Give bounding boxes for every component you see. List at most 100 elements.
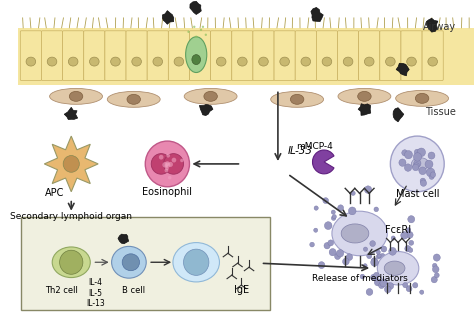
Circle shape: [363, 264, 367, 268]
Ellipse shape: [127, 94, 140, 104]
Circle shape: [335, 253, 340, 259]
Circle shape: [414, 149, 420, 155]
Ellipse shape: [110, 57, 120, 66]
Circle shape: [377, 253, 381, 258]
Ellipse shape: [90, 57, 99, 66]
Circle shape: [379, 283, 384, 289]
Circle shape: [374, 279, 382, 286]
Circle shape: [183, 249, 209, 275]
Circle shape: [376, 254, 381, 259]
Ellipse shape: [271, 91, 324, 107]
Circle shape: [60, 250, 83, 274]
Circle shape: [405, 246, 411, 252]
Text: Secondary lymphoid organ: Secondary lymphoid organ: [10, 212, 132, 221]
Ellipse shape: [341, 224, 369, 243]
Circle shape: [145, 141, 190, 187]
Text: B cell: B cell: [122, 286, 146, 295]
Ellipse shape: [107, 91, 160, 107]
Text: mMCP-4: mMCP-4: [296, 142, 333, 151]
Circle shape: [425, 160, 433, 168]
FancyBboxPatch shape: [168, 31, 190, 81]
Circle shape: [412, 283, 418, 288]
Circle shape: [346, 254, 353, 260]
Text: APC: APC: [45, 188, 64, 198]
Ellipse shape: [184, 88, 237, 104]
Ellipse shape: [343, 57, 353, 66]
Circle shape: [427, 168, 435, 177]
Circle shape: [370, 241, 375, 246]
Circle shape: [165, 167, 169, 170]
Circle shape: [151, 154, 171, 174]
FancyBboxPatch shape: [422, 31, 443, 81]
FancyBboxPatch shape: [210, 31, 232, 81]
Circle shape: [193, 26, 195, 28]
FancyBboxPatch shape: [401, 31, 422, 81]
Ellipse shape: [173, 243, 219, 282]
Ellipse shape: [332, 211, 387, 256]
Circle shape: [314, 228, 318, 232]
Ellipse shape: [204, 91, 218, 101]
FancyBboxPatch shape: [84, 31, 105, 81]
Polygon shape: [190, 1, 201, 15]
Ellipse shape: [385, 57, 395, 66]
Ellipse shape: [174, 57, 184, 66]
Circle shape: [337, 205, 344, 211]
Ellipse shape: [153, 57, 163, 66]
Ellipse shape: [428, 57, 438, 66]
FancyBboxPatch shape: [253, 31, 274, 81]
Polygon shape: [426, 18, 438, 32]
FancyBboxPatch shape: [20, 31, 41, 81]
Wedge shape: [312, 150, 334, 174]
Circle shape: [406, 286, 412, 292]
Circle shape: [165, 161, 170, 166]
Circle shape: [318, 262, 325, 269]
Circle shape: [387, 283, 393, 289]
Polygon shape: [118, 234, 128, 244]
Circle shape: [374, 272, 379, 278]
Circle shape: [434, 273, 439, 278]
Circle shape: [164, 164, 168, 168]
Circle shape: [364, 247, 367, 251]
Ellipse shape: [280, 57, 290, 66]
Ellipse shape: [358, 91, 371, 101]
FancyBboxPatch shape: [147, 31, 168, 81]
Circle shape: [406, 228, 411, 233]
Circle shape: [432, 266, 439, 273]
Ellipse shape: [322, 57, 332, 66]
Circle shape: [380, 279, 387, 287]
Circle shape: [165, 162, 170, 168]
Circle shape: [391, 136, 444, 192]
Circle shape: [419, 290, 424, 294]
Circle shape: [389, 247, 396, 255]
Circle shape: [374, 207, 379, 212]
Text: IgE: IgE: [234, 285, 249, 295]
Ellipse shape: [186, 37, 207, 72]
Circle shape: [310, 242, 314, 247]
FancyBboxPatch shape: [380, 31, 401, 81]
Circle shape: [404, 151, 412, 159]
Circle shape: [180, 159, 183, 162]
Ellipse shape: [192, 55, 201, 64]
Polygon shape: [163, 11, 173, 24]
Circle shape: [323, 198, 328, 204]
Circle shape: [413, 163, 419, 169]
Ellipse shape: [237, 57, 247, 66]
Text: FcεRI: FcεRI: [385, 225, 411, 235]
Circle shape: [331, 216, 336, 220]
Circle shape: [381, 246, 387, 252]
Circle shape: [376, 250, 380, 254]
Polygon shape: [396, 63, 409, 76]
FancyBboxPatch shape: [337, 31, 359, 81]
Ellipse shape: [291, 94, 304, 104]
Ellipse shape: [195, 57, 205, 66]
Circle shape: [200, 29, 202, 31]
Text: Mast cell: Mast cell: [395, 189, 439, 199]
Circle shape: [429, 174, 434, 179]
Ellipse shape: [411, 158, 429, 170]
Circle shape: [366, 289, 373, 295]
Circle shape: [371, 258, 377, 264]
Ellipse shape: [301, 57, 310, 66]
FancyBboxPatch shape: [232, 31, 253, 81]
Circle shape: [164, 154, 183, 174]
Ellipse shape: [377, 252, 419, 285]
